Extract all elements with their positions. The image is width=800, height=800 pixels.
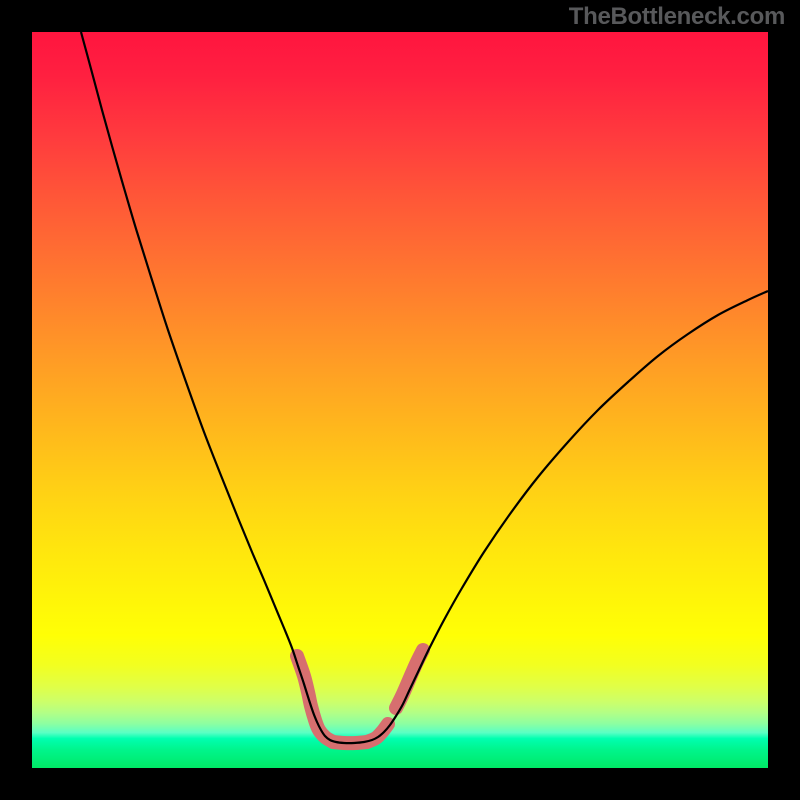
curve-svg xyxy=(32,32,768,768)
watermark-text: TheBottleneck.com xyxy=(569,3,785,31)
accent-path-0 xyxy=(297,656,333,742)
main-curve xyxy=(81,32,768,743)
plot-area xyxy=(32,32,768,768)
accent-path-3 xyxy=(396,650,423,708)
accent-path-2 xyxy=(367,724,388,742)
